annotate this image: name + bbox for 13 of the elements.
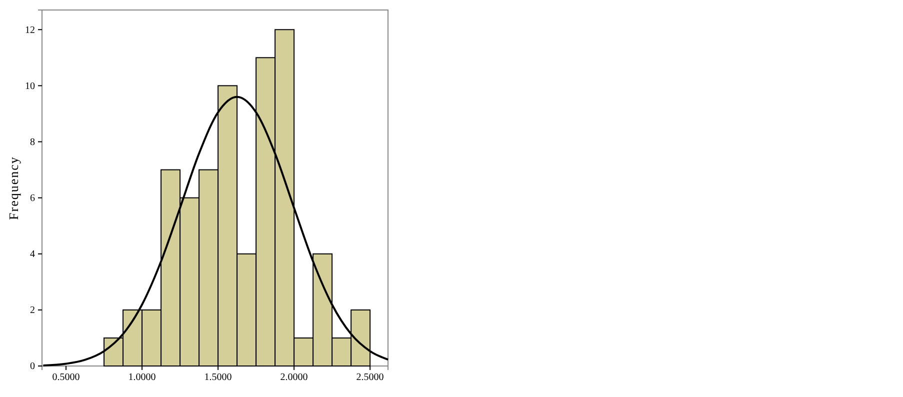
y-tick-label: 12 <box>25 24 35 36</box>
x-tick-label: 1.0000 <box>128 372 156 384</box>
y-tick-label: 8 <box>30 136 35 148</box>
y-tick-label: 2 <box>30 305 35 316</box>
y-tick-label: 6 <box>30 193 35 204</box>
y-tick-label: 0 <box>30 361 35 372</box>
x-tick-label: 2.0000 <box>280 372 308 384</box>
x-tick-label: 1.5000 <box>204 372 232 384</box>
x-tick-label: 0.5000 <box>52 372 80 384</box>
y-tick-label: 4 <box>30 249 35 260</box>
y-tick-label: 10 <box>25 80 35 92</box>
y-axis-title: Frequency <box>6 156 21 220</box>
x-tick-label: 2.5000 <box>356 372 384 384</box>
